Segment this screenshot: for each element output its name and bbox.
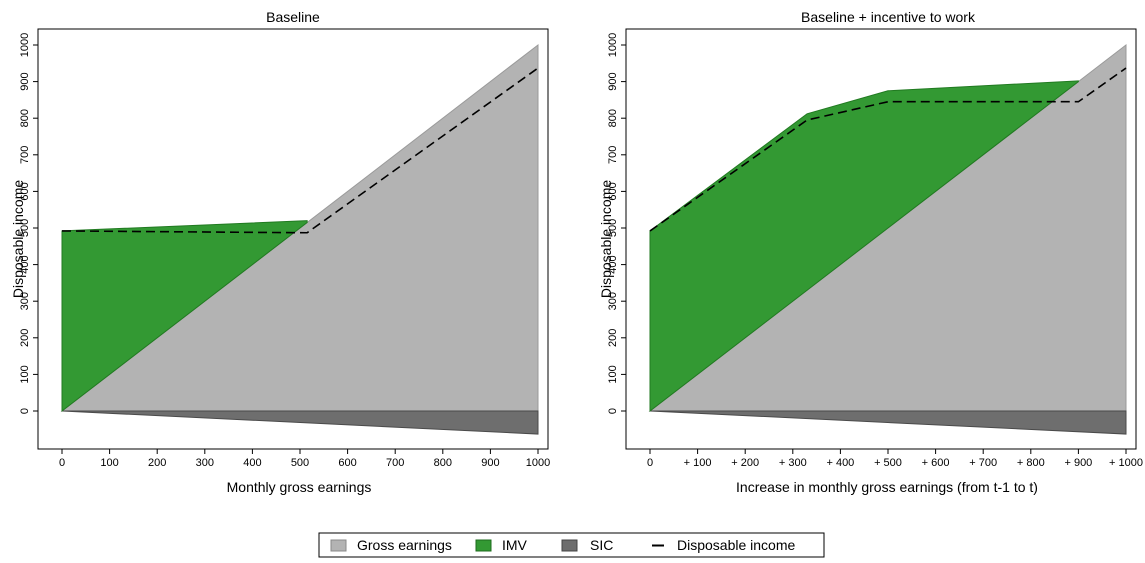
legend: Gross earnings IMV SIC Disposable income xyxy=(318,532,825,558)
y-tick-label: 300 xyxy=(19,292,31,310)
y-tick-label: 400 xyxy=(19,255,31,273)
y-axis-label: Disposable income xyxy=(598,180,614,298)
area-sic xyxy=(649,410,1127,435)
x-tick-label: 100 xyxy=(100,457,118,469)
x-tick-label: + 700 xyxy=(969,457,997,469)
legend-item-imv: IMV xyxy=(475,537,528,553)
x-tick-label: + 100 xyxy=(684,457,712,469)
x-tick-label: 500 xyxy=(291,457,309,469)
x-axis-label: Increase in monthly gross earnings (from… xyxy=(736,479,1038,495)
x-tick-label: 800 xyxy=(434,457,452,469)
y-tick-label: 1000 xyxy=(607,33,619,57)
y-tick-label: 200 xyxy=(19,329,31,347)
legend-label-sic: SIC xyxy=(590,537,613,553)
y-tick-label: 0 xyxy=(607,408,619,414)
legend-swatch-sic xyxy=(561,539,578,552)
plot-frame xyxy=(625,28,1137,450)
legend-swatch-imv xyxy=(475,539,492,552)
x-tick-label: 1000 xyxy=(526,457,550,469)
x-axis: 0 + 100 + 200 + 300 + 400 + 500 + 600 + 700 + 80… xyxy=(647,449,1143,469)
x-tick-label: + 1000 xyxy=(1109,457,1143,469)
y-axis: 0 100 200 300 400 500 600 700 800 900 1000 xyxy=(19,33,38,414)
y-tick-label: 800 xyxy=(19,109,31,127)
area-sic xyxy=(61,410,539,435)
y-tick-label: 700 xyxy=(607,146,619,164)
x-tick-label: 300 xyxy=(196,457,214,469)
line-disposable-income xyxy=(61,67,539,234)
x-tick-label: 600 xyxy=(338,457,356,469)
legend-swatch-gross-earnings xyxy=(330,539,347,552)
y-tick-label: 900 xyxy=(607,72,619,90)
y-tick-label: 500 xyxy=(607,219,619,237)
plot-area xyxy=(60,43,539,435)
plot-frame xyxy=(37,28,549,450)
y-tick-label: 0 xyxy=(19,408,31,414)
x-tick-label: + 400 xyxy=(826,457,854,469)
y-tick-label: 600 xyxy=(607,182,619,200)
area-imv xyxy=(61,220,308,413)
panel-title: Baseline + incentive to work xyxy=(801,9,976,25)
panel-baseline: 0 100 200 300 400 500 600 700 800 900 1000 0 100 200… xyxy=(10,9,550,495)
y-tick-label: 300 xyxy=(607,292,619,310)
legend-label-imv: IMV xyxy=(502,537,528,553)
legend-item-gross-earnings: Gross earnings xyxy=(330,537,452,553)
y-tick-label: 200 xyxy=(607,329,619,347)
panel-incentive: 0 + 100 + 200 + 300 + 400 + 500 + 600 + 700 + 80… xyxy=(598,9,1143,495)
x-tick-label: + 600 xyxy=(922,457,950,469)
y-tick-label: 1000 xyxy=(19,33,31,57)
x-tick-label: + 500 xyxy=(874,457,902,469)
y-tick-label: 400 xyxy=(607,255,619,273)
x-tick-label: 0 xyxy=(59,457,65,469)
legend-item-sic: SIC xyxy=(561,537,613,553)
y-tick-label: 100 xyxy=(607,365,619,383)
y-axis-label: Disposable income xyxy=(10,180,26,298)
x-tick-label: + 300 xyxy=(779,457,807,469)
x-tick-label: 900 xyxy=(481,457,499,469)
x-axis-label: Monthly gross earnings xyxy=(227,479,372,495)
legend-label-gross-earnings: Gross earnings xyxy=(357,537,452,553)
x-tick-label: 0 xyxy=(647,457,653,469)
x-tick-label: 400 xyxy=(243,457,261,469)
x-tick-label: 200 xyxy=(148,457,166,469)
y-tick-label: 600 xyxy=(19,182,31,200)
x-axis: 0 100 200 300 400 500 600 700 800 900 1000 xyxy=(59,449,550,469)
y-tick-label: 800 xyxy=(607,109,619,127)
x-tick-label: + 900 xyxy=(1064,457,1092,469)
y-axis: 0 100 200 300 400 500 600 700 800 900 1000 xyxy=(607,33,626,414)
area-imv xyxy=(649,80,1079,413)
panel-title: Baseline xyxy=(266,9,320,25)
plot-area xyxy=(648,43,1127,435)
line-disposable-income xyxy=(649,67,1127,232)
x-tick-label: + 800 xyxy=(1017,457,1045,469)
y-tick-label: 700 xyxy=(19,146,31,164)
y-tick-label: 900 xyxy=(19,72,31,90)
legend-item-disposable-income: Disposable income xyxy=(652,537,795,553)
x-tick-label: + 200 xyxy=(731,457,759,469)
legend-label-disposable-income: Disposable income xyxy=(677,537,795,553)
y-tick-label: 100 xyxy=(19,365,31,383)
x-tick-label: 700 xyxy=(386,457,404,469)
y-tick-label: 500 xyxy=(19,219,31,237)
